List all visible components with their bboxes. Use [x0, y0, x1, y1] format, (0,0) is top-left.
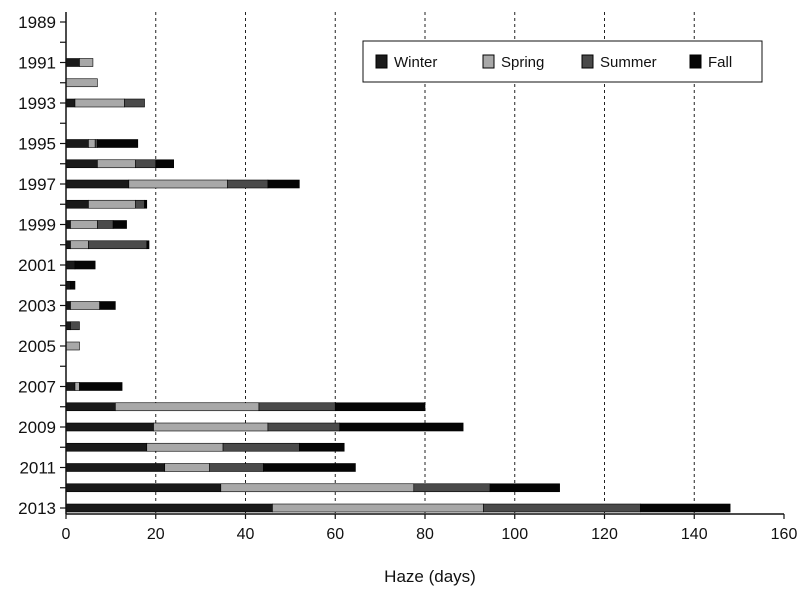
- bar-segment-fall: [74, 260, 96, 270]
- legend-label-spring: Spring: [501, 54, 544, 71]
- bar-segment-summer: [413, 483, 491, 493]
- bar-segment-spring: [220, 483, 415, 493]
- y-tick-label: 1989: [18, 13, 56, 32]
- y-tick-label: 2003: [18, 297, 56, 316]
- legend-swatch-fall: [689, 54, 702, 69]
- bar-segment-fall: [334, 402, 426, 412]
- bar-segment-spring: [146, 442, 224, 452]
- bar-segment-fall: [144, 199, 148, 209]
- x-tick-label: 60: [326, 526, 344, 543]
- bar-segment-spring: [97, 159, 136, 169]
- bar-segment-spring: [70, 220, 98, 229]
- y-tick-label: 1999: [18, 216, 56, 235]
- bar-segment-summer: [97, 220, 114, 229]
- bar-segment-winter: [65, 503, 273, 513]
- legend-label-winter: Winter: [394, 54, 437, 71]
- bar-group: [65, 58, 731, 513]
- x-axis-title: Haze (days): [384, 567, 476, 586]
- bar-segment-spring: [65, 341, 80, 351]
- bar-segment-winter: [65, 463, 166, 472]
- x-tick-label: 100: [501, 526, 528, 543]
- legend: Winter Spring Summer Fall: [362, 40, 763, 83]
- legend-swatch-winter: [375, 54, 388, 69]
- bar-segment-spring: [65, 78, 98, 88]
- bar-segment-spring: [70, 301, 100, 310]
- y-tick-label: 2011: [19, 459, 56, 478]
- bar-segment-fall: [640, 503, 731, 513]
- bar-segment-fall: [97, 139, 139, 148]
- bar-segment-winter: [65, 58, 80, 67]
- y-tick-label: 1991: [18, 54, 56, 73]
- bar-segment-fall: [339, 422, 464, 432]
- bar-segment-spring: [88, 199, 136, 209]
- bar-segment-fall: [79, 382, 123, 391]
- bar-segment-fall: [112, 220, 127, 229]
- x-tick-label: 20: [147, 526, 165, 543]
- bar-segment-summer: [209, 463, 264, 472]
- bar-segment-summer: [222, 442, 300, 452]
- bar-segment-winter: [65, 260, 76, 270]
- legend-swatch-spring: [482, 54, 495, 69]
- bar-segment-spring: [164, 463, 210, 472]
- bar-segment-spring: [272, 503, 484, 513]
- bar-segment-winter: [65, 139, 89, 148]
- bar-segment-winter: [65, 483, 222, 493]
- bar-segment-spring: [79, 58, 94, 67]
- bar-segment-summer: [88, 240, 148, 250]
- x-ticks: 0 20 40 60 80 100 120 140 160: [62, 514, 798, 543]
- bar-segment-spring: [70, 240, 89, 250]
- bar-segment-spring: [153, 422, 269, 432]
- y-tick-label: 2005: [18, 337, 56, 356]
- y-tick-label: 1993: [18, 94, 56, 113]
- bar-segment-fall: [267, 179, 300, 189]
- y-tick-label: 2001: [18, 256, 56, 275]
- bar-segment-summer: [70, 321, 80, 331]
- y-tick-label: 1997: [18, 175, 56, 194]
- bar-segment-summer: [258, 402, 336, 412]
- bar-segment-fall: [489, 483, 560, 493]
- x-tick-label: 140: [681, 526, 708, 543]
- bar-segment-winter: [65, 422, 154, 432]
- bar-segment-winter: [65, 382, 76, 391]
- bar-segment-fall: [70, 280, 76, 290]
- x-tick-label: 0: [62, 526, 71, 543]
- bar-segment-fall: [155, 159, 175, 169]
- bar-segment-summer: [135, 199, 145, 209]
- y-tick-label: 2013: [18, 499, 56, 518]
- legend-label-fall: Fall: [708, 54, 732, 71]
- x-tick-label: 160: [771, 526, 798, 543]
- bar-segment-winter: [65, 98, 76, 108]
- y-tick-label: 1995: [18, 135, 56, 154]
- bar-segment-winter: [65, 179, 130, 189]
- bar-segment-summer: [94, 139, 98, 148]
- bar-segment-summer: [227, 179, 269, 189]
- bar-segment-spring: [128, 179, 228, 189]
- legend-label-summer: Summer: [600, 54, 657, 71]
- legend-swatch-summer: [581, 54, 594, 69]
- x-tick-label: 80: [416, 526, 434, 543]
- bar-segment-winter: [65, 442, 148, 452]
- bar-segment-winter: [65, 159, 98, 169]
- y-tick-label: 2009: [18, 418, 56, 437]
- y-tick-label: 2007: [18, 378, 56, 397]
- y-ticks: 1989 1991 1993 1995 1997 1999 2001 2003 2005 2007…: [18, 13, 66, 518]
- bar-segment-fall: [146, 240, 150, 250]
- x-tick-label: 120: [591, 526, 618, 543]
- bar-segment-fall: [99, 301, 116, 310]
- bar-segment-winter: [65, 402, 116, 412]
- bar-segment-spring: [115, 402, 260, 412]
- bar-segment-summer: [483, 503, 641, 513]
- bar-segment-summer: [135, 159, 157, 169]
- bar-segment-fall: [263, 463, 356, 472]
- bar-segment-spring: [74, 98, 125, 108]
- x-tick-label: 40: [237, 526, 255, 543]
- bar-segment-spring: [88, 139, 96, 148]
- bar-segment-summer: [124, 98, 145, 108]
- bar-segment-fall: [299, 442, 345, 452]
- bar-segment-winter: [65, 199, 89, 209]
- bar-segment-summer: [267, 422, 341, 432]
- grid-lines: [155, 12, 695, 514]
- bar-segment-spring: [74, 382, 80, 391]
